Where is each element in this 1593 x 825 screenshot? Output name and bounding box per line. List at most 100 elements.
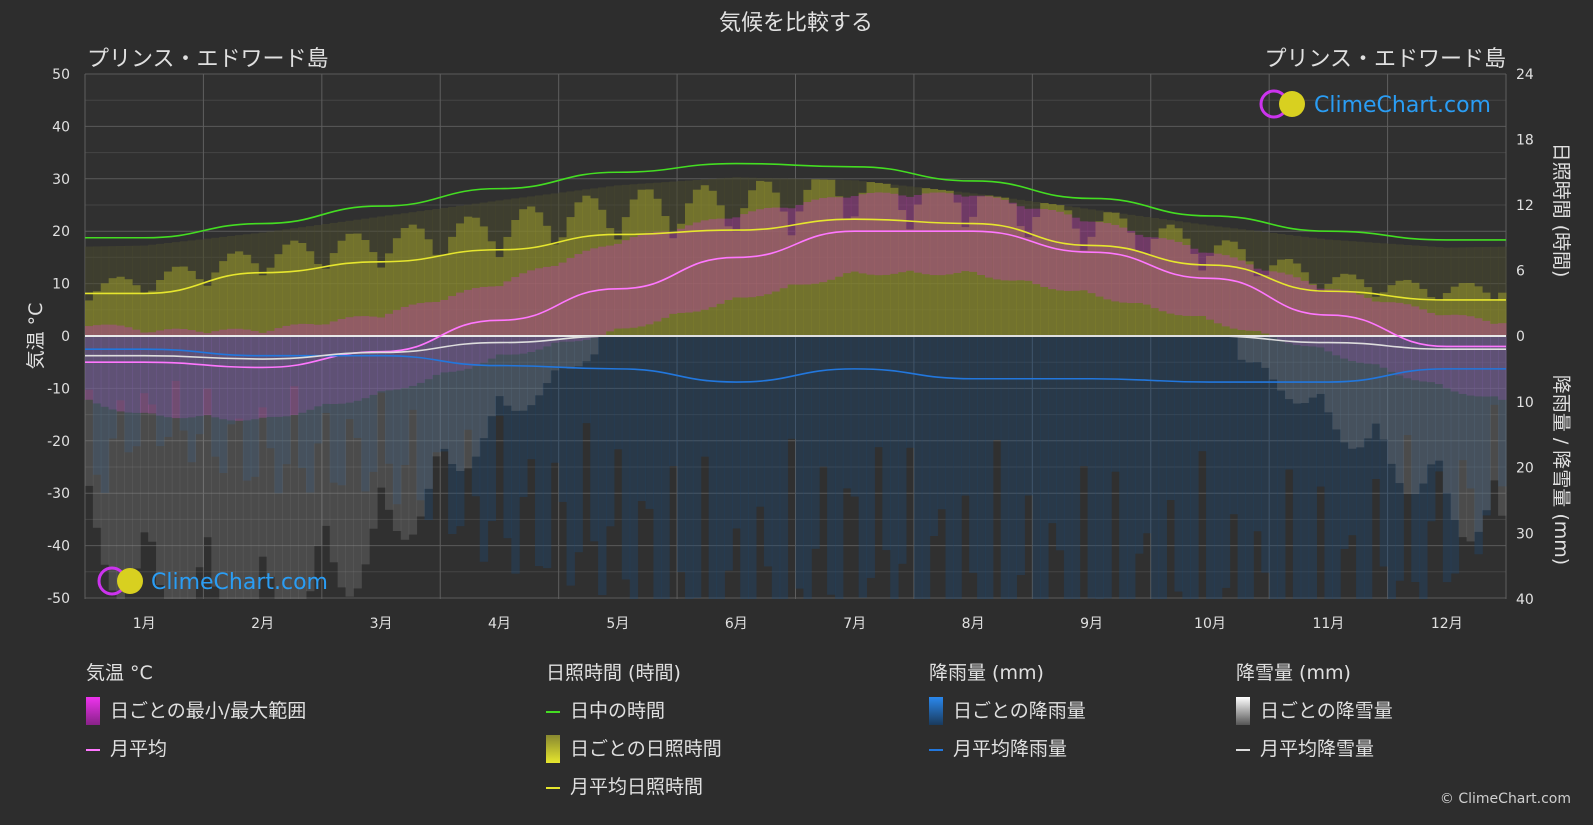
rain-bar <box>613 336 623 450</box>
temp-range-bar <box>977 195 986 276</box>
sunshine-bar <box>1363 287 1373 336</box>
rain-bar <box>700 336 710 457</box>
legend-temp-avg: 月平均 <box>86 736 306 774</box>
temp-range-bar <box>763 207 773 295</box>
sunshine-bar <box>574 202 583 336</box>
temp-range-bar <box>550 265 560 343</box>
legend-sunshine-avg: 月平均日照時間 <box>546 774 722 812</box>
temp-range-bar <box>163 329 173 418</box>
rain-bar <box>203 336 212 389</box>
logo-sun-icon <box>117 568 143 594</box>
sunshine-bar <box>290 240 299 336</box>
snow-bar <box>1253 336 1262 362</box>
rain-bar <box>440 336 449 452</box>
temp-range-bar <box>748 211 757 298</box>
temp-range-bar <box>795 205 804 285</box>
temp-range-bar <box>313 324 323 407</box>
sunshine-bar <box>1395 280 1404 336</box>
sunshine-bar <box>487 241 497 336</box>
rain-bar <box>1411 336 1420 583</box>
temp-range-bar <box>827 197 836 280</box>
sunshine-bar <box>1387 285 1396 336</box>
sunshine-bar <box>779 211 789 336</box>
snow-bar <box>1387 336 1396 464</box>
sunshine-bar <box>771 192 781 336</box>
rain-bar <box>1498 336 1507 487</box>
snow-bar <box>321 336 331 526</box>
temp-range-bar <box>1221 255 1231 327</box>
temp-range-bar <box>653 231 662 322</box>
temp-range-bar <box>361 316 370 399</box>
sunshine-bar <box>440 254 449 336</box>
temp-range-bar <box>203 333 212 416</box>
sunshine-bar <box>1016 226 1025 336</box>
rain-bar <box>771 336 781 599</box>
rain-bar <box>1206 336 1215 599</box>
rain-bar <box>732 336 741 529</box>
snow-bar <box>211 336 220 587</box>
sunshine-bar <box>834 196 844 336</box>
sunshine-bar <box>850 216 860 336</box>
left-tick-label: 40 <box>52 119 70 135</box>
sunshine-bar <box>1071 228 1081 336</box>
sunshine-bar <box>1040 203 1049 336</box>
snow-bar <box>353 336 362 589</box>
right-top-tick-label: 6 <box>1516 264 1525 280</box>
snow-bar <box>1284 336 1294 400</box>
snow-bar <box>1292 336 1302 404</box>
sunshine-bar <box>645 189 654 336</box>
rain-bar <box>740 336 749 599</box>
snow-bar <box>1277 336 1286 391</box>
left-tick-label: -20 <box>47 434 70 450</box>
rain-bar <box>1308 336 1318 599</box>
right-bottom-axis-label: 降雨量 / 降雪量 (mm) <box>1550 375 1572 565</box>
snow-bar <box>574 336 583 367</box>
rain-bar <box>163 336 173 437</box>
temp-range-bar <box>834 197 844 277</box>
sunshine-bar <box>234 251 244 336</box>
snow-bar <box>298 336 307 599</box>
sunshine-bar <box>1142 254 1152 336</box>
temp-range-bar <box>1466 316 1475 396</box>
rain-bar <box>1387 336 1396 599</box>
snow-bar <box>1316 336 1325 394</box>
sunshine-bar <box>1482 292 1491 336</box>
sunshine-bar <box>392 238 402 336</box>
temp-range-bar <box>227 328 236 421</box>
sunshine-bar <box>1411 282 1420 336</box>
temp-range-bar <box>1442 315 1452 389</box>
rain-bar <box>227 336 236 425</box>
sunshine-bar <box>1348 274 1357 336</box>
sunshine-bar <box>369 252 378 336</box>
sunshine-bar <box>1419 288 1428 336</box>
temp-range-bar <box>132 329 141 413</box>
rain-bar <box>842 336 852 489</box>
temp-range-bar <box>1142 237 1152 305</box>
rain-bar <box>716 336 725 599</box>
sunshine-bar <box>195 279 204 336</box>
temp-range-bar <box>613 243 623 329</box>
temp-range-bar <box>1048 209 1057 290</box>
sunshine-bar <box>1450 286 1460 336</box>
snow-bar <box>1482 336 1491 511</box>
sunshine-bar <box>921 188 931 336</box>
temp-range-bar <box>1087 221 1096 294</box>
sunshine-bar <box>748 190 757 336</box>
right-top-axis-label: 日照時間 (時間) <box>1550 143 1572 278</box>
rain-bar <box>1024 336 1033 496</box>
rain-bar <box>1158 336 1168 599</box>
sunshine-bar <box>495 257 504 336</box>
temp-range-bar <box>171 328 181 419</box>
temp-range-bar <box>1071 217 1081 291</box>
rain-bar <box>1442 336 1452 583</box>
month-tick-label: 12月 <box>1431 616 1463 632</box>
sunshine-bar <box>756 180 765 336</box>
temp-range-bar <box>898 195 907 273</box>
rain-bar <box>1395 336 1404 581</box>
rain-bar <box>1237 336 1246 599</box>
rain-bar <box>906 336 915 448</box>
temp-range-bar <box>1182 245 1191 316</box>
sunshine-bar <box>724 226 733 336</box>
legend-temp-avg-label: 月平均 <box>110 738 168 760</box>
sunshine-bar <box>227 253 236 336</box>
